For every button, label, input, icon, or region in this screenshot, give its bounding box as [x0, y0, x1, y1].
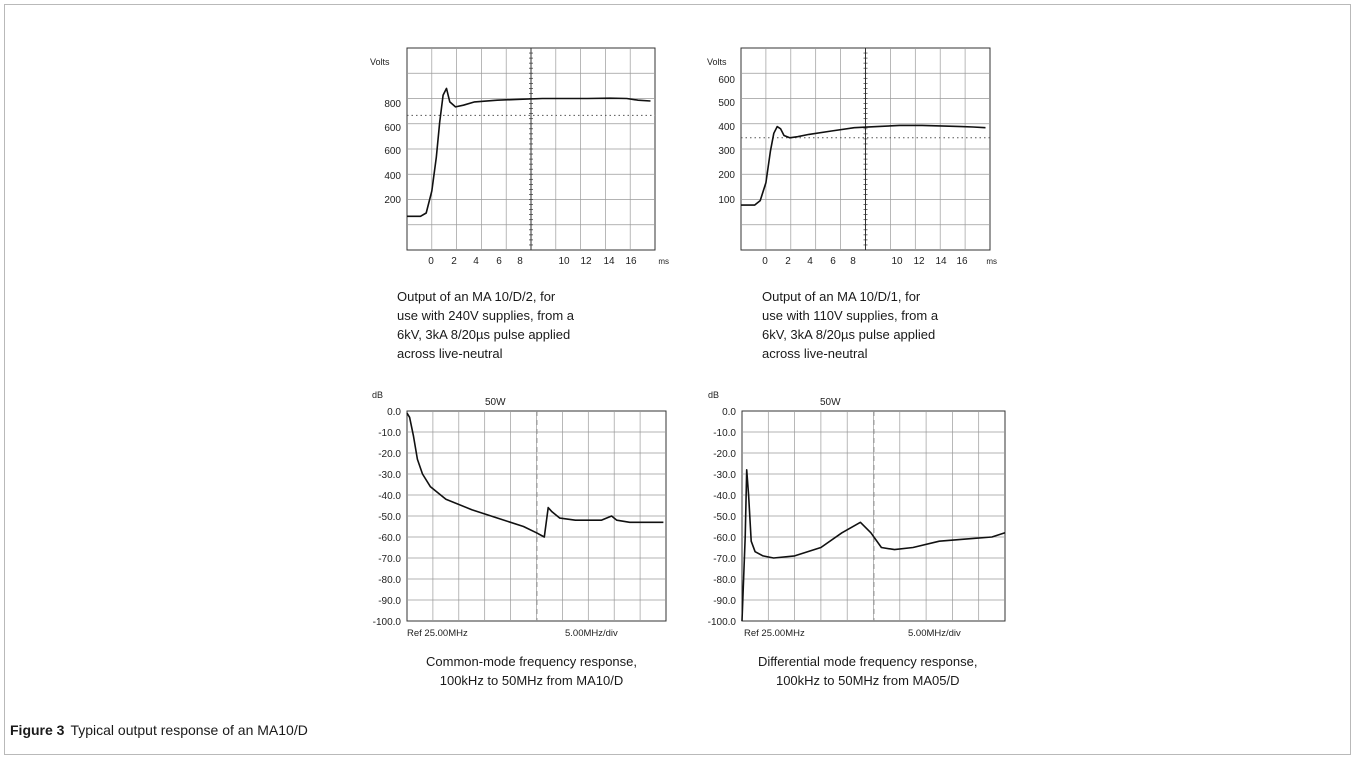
chart4-ytick-label: 0.0: [722, 407, 736, 418]
chart3-ytick-label: -10.0: [378, 428, 401, 439]
chart1-xtick-label: 0: [428, 256, 434, 267]
chart3-ytick-label: -60.0: [378, 533, 401, 544]
chart1-xlabel: ms: [658, 257, 669, 266]
chart2-xtick-label: 14: [935, 256, 947, 267]
caption-1: Output of an MA 10/D/1, for use with 110…: [762, 289, 939, 361]
chart3-ytick-label: -90.0: [378, 596, 401, 607]
chart3-xtick-label: Ref 25.00MHz: [407, 628, 468, 639]
chart2-ytick-label: 500: [718, 98, 735, 109]
chart2-xtick-label: 2: [785, 256, 791, 267]
chart3-ylabel: dB: [372, 390, 383, 400]
chart4-ytick-label: -70.0: [713, 554, 736, 565]
chart1-xtick-label: 12: [580, 256, 592, 267]
chart1-xtick-label: 6: [496, 256, 502, 267]
chart4-ytick-label: -20.0: [713, 449, 736, 460]
chart3-top-label: 50W: [485, 397, 506, 408]
chart1-ytick-label: 600: [384, 123, 401, 134]
chart1-ytick-label: 800: [384, 99, 401, 110]
chart2-ytick-label: 100: [718, 195, 735, 206]
chart1-xtick-label: 16: [625, 256, 637, 267]
chart4-ytick-label: -30.0: [713, 470, 736, 481]
chart2-ytick-label: 600: [718, 75, 735, 86]
chart3-ytick-label: -50.0: [378, 512, 401, 523]
chart4-top-label: 50W: [820, 397, 841, 408]
chart4-xtick-label: 5.00MHz/div: [908, 628, 961, 639]
chart2-xtick-label: 4: [807, 256, 813, 267]
chart1-ytick-label: 600: [384, 146, 401, 157]
figure-caption: Figure 3 Typical output response of an MA…: [10, 722, 308, 738]
chart2-ytick-label: 200: [718, 170, 735, 181]
chart2-xtick-label: 10: [891, 256, 903, 267]
chart4-ytick-label: -40.0: [713, 491, 736, 502]
chart1-ytick-label: 400: [384, 171, 401, 182]
chart2-ylabel: Volts: [707, 57, 727, 67]
chart1-xtick-label: 4: [473, 256, 479, 267]
chart4-series-line: [741, 468, 1006, 622]
chart1-xtick-label: 10: [558, 256, 570, 267]
chart3-ytick-label: -80.0: [378, 575, 401, 586]
chart3-ytick-label: 0.0: [387, 407, 401, 418]
chart2-xtick-label: 8: [850, 256, 856, 267]
chart2-ytick-label: 300: [718, 146, 735, 157]
chart3-ytick-label: -100.0: [373, 617, 402, 628]
chart1-xtick-label: 2: [451, 256, 457, 267]
chart3-ytick-label: -70.0: [378, 554, 401, 565]
chart2-xtick-label: 0: [762, 256, 768, 267]
chart4-ytick-label: -50.0: [713, 512, 736, 523]
chart4-xtick-label: Ref 25.00MHz: [744, 628, 805, 639]
chart3-series-line: [406, 412, 664, 538]
chart3-xtick-label: 5.00MHz/div: [565, 628, 618, 639]
chart1-xtick-label: 8: [517, 256, 523, 267]
caption-2: Common-mode frequency response, 100kHz t…: [426, 654, 637, 688]
chart2-xtick-label: 6: [830, 256, 836, 267]
chart2-xtick-label: 12: [913, 256, 925, 267]
chart3-ytick-label: -40.0: [378, 491, 401, 502]
chart2-xtick-label: 16: [956, 256, 968, 267]
chart3-ytick-label: -20.0: [378, 449, 401, 460]
caption-3: Differential mode frequency response, 10…: [758, 654, 978, 688]
figure-label: Figure 3: [10, 722, 65, 738]
chart1-ytick-label: 200: [384, 195, 401, 206]
chart1-ylabel: Volts: [370, 57, 390, 67]
chart1-series-line: [407, 87, 651, 218]
caption-0: Output of an MA 10/D/2, for use with 240…: [397, 289, 575, 361]
chart4-ytick-label: -10.0: [713, 428, 736, 439]
chart4-ylabel: dB: [708, 390, 719, 400]
chart4-ytick-label: -60.0: [713, 533, 736, 544]
chart4-ytick-label: -90.0: [713, 596, 736, 607]
figure-caption-text: Typical output response of an MA10/D: [70, 722, 308, 738]
chart3-ytick-label: -30.0: [378, 470, 401, 481]
chart2-xlabel: ms: [986, 257, 997, 266]
figure-frame: [4, 4, 1351, 755]
chart4-ytick-label: -80.0: [713, 575, 736, 586]
chart4-ytick-label: -100.0: [708, 617, 737, 628]
chart1-xtick-label: 14: [603, 256, 615, 267]
chart2-series-line: [741, 124, 986, 206]
chart2-ytick-label: 400: [718, 122, 735, 133]
